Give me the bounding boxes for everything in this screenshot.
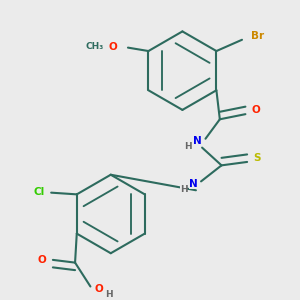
Text: Cl: Cl — [33, 187, 44, 197]
Text: O: O — [38, 255, 47, 265]
Text: CH₃: CH₃ — [86, 42, 104, 51]
Text: N: N — [189, 179, 198, 189]
Text: N: N — [193, 136, 202, 146]
Text: O: O — [109, 42, 118, 52]
Text: H: H — [105, 290, 112, 298]
Text: H: H — [180, 185, 188, 194]
Text: S: S — [253, 153, 261, 163]
Text: H: H — [184, 142, 192, 151]
Text: O: O — [94, 284, 103, 294]
Text: O: O — [252, 105, 260, 116]
Text: Br: Br — [250, 32, 264, 41]
